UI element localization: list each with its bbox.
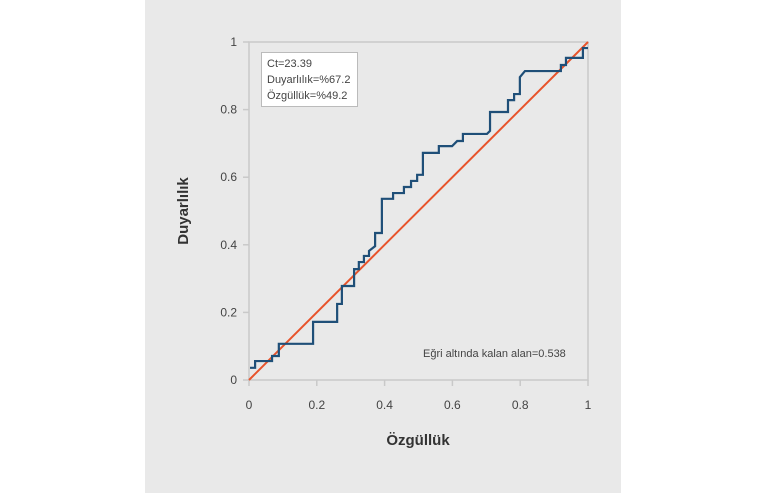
legend-entry: Özgüllük=%49.2 bbox=[267, 90, 348, 102]
y-tick-label: 0.4 bbox=[220, 238, 237, 252]
auc-annotation: Eğri altında kalan alan=0.538 bbox=[423, 348, 566, 360]
y-tick-label: 0.6 bbox=[220, 170, 237, 184]
y-tick-label: 0 bbox=[230, 373, 237, 387]
x-tick-label: 0.8 bbox=[512, 398, 529, 412]
legend-entry: Duyarlılık=%67.2 bbox=[267, 74, 351, 86]
legend-entry: Ct=23.39 bbox=[267, 58, 312, 70]
roc-curve bbox=[250, 46, 588, 369]
y-axis-label: Duyarlılık bbox=[175, 177, 192, 245]
x-axis-label: Özgüllük bbox=[386, 432, 450, 449]
reference-line bbox=[248, 41, 589, 381]
x-tick-label: 0 bbox=[246, 398, 253, 412]
x-tick-label: 1 bbox=[585, 398, 592, 412]
x-tick-label: 0.4 bbox=[376, 398, 393, 412]
y-tick-label: 1 bbox=[230, 35, 237, 49]
x-tick-label: 0.2 bbox=[308, 398, 325, 412]
x-tick-label: 0.6 bbox=[444, 398, 461, 412]
y-tick-label: 0.2 bbox=[220, 305, 237, 319]
legend-box: Ct=23.39 Duyarlılık=%67.2 Özgüllük=%49.2 bbox=[261, 52, 358, 107]
plot-frame bbox=[248, 41, 589, 381]
y-tick-label: 0.8 bbox=[220, 103, 237, 117]
